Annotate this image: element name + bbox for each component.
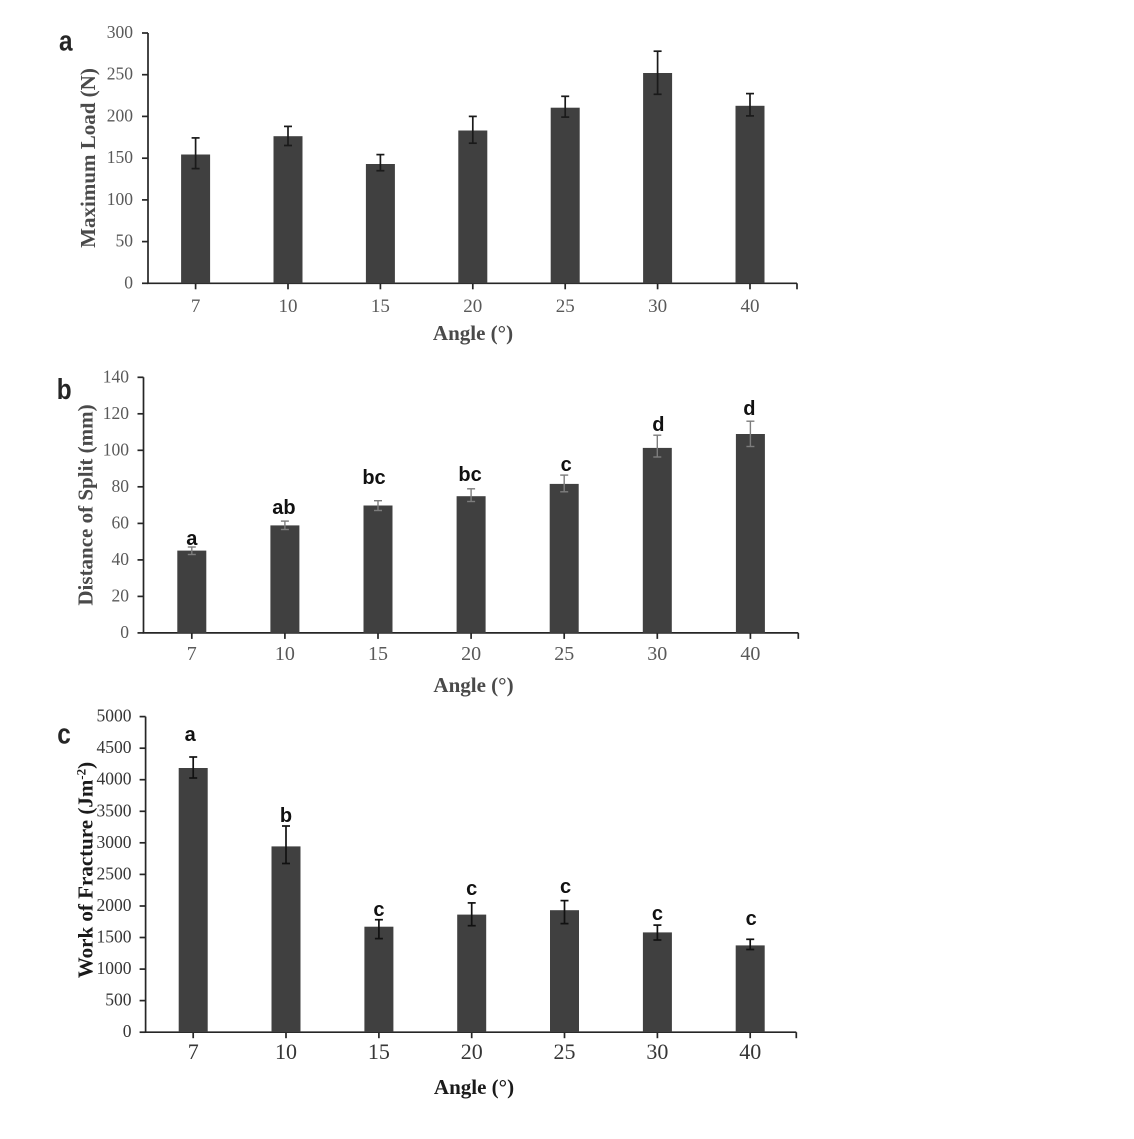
- svg-text:c: c: [466, 878, 477, 900]
- svg-text:a: a: [59, 25, 74, 57]
- svg-text:150: 150: [107, 147, 134, 167]
- svg-text:500: 500: [105, 990, 132, 1010]
- svg-text:120: 120: [103, 403, 130, 423]
- svg-text:Maximum Load (N): Maximum Load (N): [76, 68, 100, 248]
- svg-text:200: 200: [107, 105, 134, 125]
- svg-text:7: 7: [188, 1039, 199, 1064]
- svg-text:20: 20: [461, 1039, 483, 1064]
- svg-text:c: c: [373, 899, 384, 921]
- svg-text:10: 10: [279, 296, 298, 317]
- svg-text:15: 15: [368, 643, 388, 665]
- svg-text:Angle (°): Angle (°): [433, 673, 513, 697]
- svg-text:25: 25: [554, 1039, 576, 1064]
- svg-text:140: 140: [103, 366, 130, 386]
- svg-text:40: 40: [739, 1039, 761, 1064]
- svg-text:a: a: [186, 528, 198, 550]
- svg-text:Distance of Split (mm): Distance of Split (mm): [74, 404, 98, 605]
- svg-text:c: c: [57, 718, 71, 750]
- svg-text:20: 20: [463, 296, 482, 317]
- svg-text:c: c: [560, 876, 571, 898]
- svg-text:100: 100: [103, 439, 130, 459]
- svg-text:0: 0: [123, 1021, 132, 1041]
- svg-text:30: 30: [648, 296, 667, 317]
- svg-text:20: 20: [461, 643, 481, 665]
- svg-text:30: 30: [646, 1039, 668, 1064]
- svg-text:Angle (°): Angle (°): [433, 321, 513, 345]
- svg-text:ab: ab: [272, 497, 295, 519]
- svg-text:40: 40: [112, 549, 130, 569]
- svg-text:Angle (°): Angle (°): [434, 1075, 514, 1099]
- svg-text:d: d: [743, 398, 755, 420]
- svg-text:0: 0: [120, 622, 129, 642]
- svg-text:1500: 1500: [97, 927, 132, 947]
- svg-text:40: 40: [741, 296, 760, 317]
- svg-text:15: 15: [368, 1039, 390, 1064]
- svg-text:7: 7: [187, 643, 197, 665]
- svg-text:40: 40: [740, 643, 760, 665]
- svg-text:60: 60: [112, 512, 130, 532]
- svg-text:1000: 1000: [97, 958, 132, 978]
- svg-text:d: d: [652, 414, 664, 436]
- svg-text:2500: 2500: [97, 863, 132, 883]
- svg-text:c: c: [746, 908, 757, 930]
- svg-text:0: 0: [124, 272, 133, 292]
- svg-text:10: 10: [275, 643, 295, 665]
- svg-text:bc: bc: [458, 464, 481, 486]
- svg-text:a: a: [185, 724, 197, 746]
- svg-text:15: 15: [371, 296, 390, 317]
- svg-text:4000: 4000: [97, 769, 132, 789]
- svg-text:25: 25: [556, 296, 575, 317]
- svg-text:80: 80: [112, 476, 130, 496]
- svg-text:7: 7: [191, 296, 201, 317]
- svg-text:2000: 2000: [97, 895, 132, 915]
- svg-text:b: b: [57, 373, 72, 405]
- svg-text:bc: bc: [362, 467, 385, 489]
- svg-text:250: 250: [107, 64, 134, 84]
- svg-text:100: 100: [107, 189, 134, 209]
- svg-text:c: c: [561, 454, 572, 476]
- svg-text:3500: 3500: [97, 800, 132, 820]
- svg-text:20: 20: [112, 585, 130, 605]
- svg-text:50: 50: [116, 231, 134, 251]
- svg-text:Work of Fracture (Jm-2): Work of Fracture (Jm-2): [74, 762, 98, 978]
- svg-text:4500: 4500: [97, 737, 132, 757]
- svg-text:300: 300: [107, 22, 134, 42]
- svg-text:5000: 5000: [97, 706, 132, 726]
- svg-text:3000: 3000: [97, 832, 132, 852]
- svg-text:c: c: [652, 903, 663, 925]
- svg-text:30: 30: [647, 643, 667, 665]
- svg-text:25: 25: [554, 643, 574, 665]
- svg-text:10: 10: [275, 1039, 297, 1064]
- svg-text:b: b: [280, 805, 292, 827]
